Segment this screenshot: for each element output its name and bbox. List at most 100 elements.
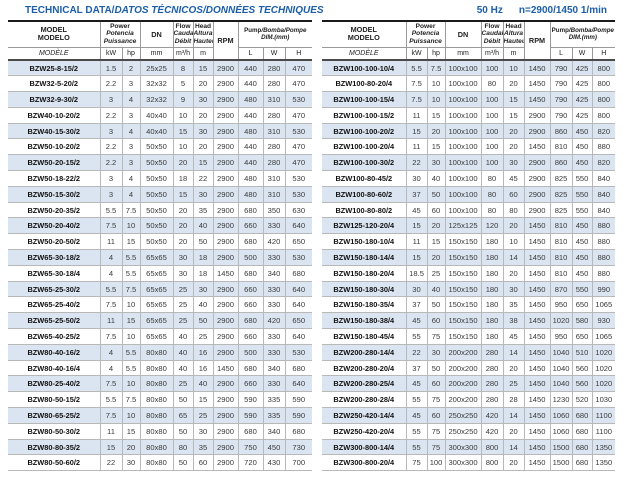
value-cell: 14 (502, 249, 525, 266)
col-header-dimensions: Pump/Bomba/Pompe DIM.(mm) (549, 20, 616, 48)
value-cell: 22 (405, 343, 428, 361)
value-cell: 30 (192, 422, 214, 440)
technical-data-table-left: MODEL MODELO Power Potencia Puissance DN… (8, 20, 313, 472)
unit-kw: kW (99, 46, 123, 61)
value-cell: 30 (172, 249, 194, 266)
value-cell: 15 (502, 106, 525, 124)
value-cell: 1040 (549, 375, 573, 393)
value-cell: 200x200 (444, 391, 482, 409)
value-cell: 180 (480, 312, 504, 330)
value-cell: 14 (502, 407, 525, 424)
frequency-speed-info: 50 Hz n=2900/1450 1/min (477, 5, 607, 16)
value-cell: 1500 (549, 454, 573, 472)
value-cell: 450 (571, 264, 593, 282)
value-cell: 15 (121, 233, 141, 251)
value-cell: 80x80 (139, 391, 174, 409)
value-cell: 825 (549, 185, 573, 203)
value-cell: 790 (549, 75, 573, 93)
value-cell: 40 (192, 375, 214, 393)
table-row: BZW150-180-20/4 18.5 25 150x150 180 20 1450 810… (322, 264, 616, 282)
value-cell: 660 (237, 296, 264, 314)
header-row-units: MODÈLE kW hp mm m³/h m L W H (322, 46, 616, 61)
value-cell: 310 (262, 170, 286, 187)
unit-length: L (549, 46, 573, 61)
value-cell: 65x65 (139, 264, 174, 282)
value-cell: 10 (502, 233, 525, 251)
value-cell: 5.5 (99, 201, 123, 219)
model-cell: BZW50-10-20/2 (8, 138, 101, 156)
model-cell: BZW100-100-10/4 (322, 59, 407, 77)
unit-m: m (192, 46, 214, 61)
value-cell: 30 (192, 122, 214, 140)
value-cell: 420 (480, 407, 504, 424)
model-label-es: MODELO (37, 33, 70, 43)
value-cell: 825 (549, 201, 573, 219)
table-row: BZW125-120-20/4 15 20 125x125 120 20 1450 810 45… (322, 217, 616, 235)
value-cell: 470 (284, 59, 313, 77)
model-cell: BZW100-100-20/2 (322, 122, 407, 140)
head-label-en: Head (505, 22, 522, 30)
head-label-fr: Hauteur (193, 38, 212, 46)
value-cell: 1020 (591, 343, 616, 361)
value-cell: 20 (502, 75, 525, 93)
value-cell: 15 (121, 312, 141, 330)
model-cell: BZW50-18-22/2 (8, 170, 101, 187)
value-cell: 310 (262, 91, 286, 108)
value-cell: 40 (192, 217, 214, 235)
dim-label-line2: DIM.(mm) (568, 34, 597, 42)
value-cell: 45 (405, 201, 428, 219)
unit-width: W (262, 46, 286, 61)
value-cell: 335 (262, 391, 286, 409)
value-cell: 150x150 (444, 280, 482, 298)
value-cell: 37 (405, 296, 428, 314)
value-cell: 640 (284, 280, 313, 298)
value-cell: 20 (172, 233, 194, 251)
value-cell: 75 (426, 328, 446, 345)
model-cell: BZW50-20-35/2 (8, 201, 101, 219)
header-row-top: MODEL MODELO Power Potencia Puissance DN… (322, 20, 616, 61)
value-cell: 2900 (212, 407, 239, 424)
value-cell: 50 (172, 422, 194, 440)
value-cell: 50 (172, 454, 194, 472)
model-cell: BZW80-50-60/2 (8, 454, 101, 472)
value-cell: 280 (480, 359, 504, 377)
value-cell: 1450 (523, 407, 551, 424)
value-cell: 20 (426, 122, 446, 140)
value-cell: 1030 (591, 391, 616, 409)
value-cell: 20 (172, 217, 194, 235)
table-row: BZW65-25-40/2 7.5 10 65x65 25 40 2900 660 330 640 (8, 296, 313, 314)
value-cell: 1450 (523, 59, 551, 77)
value-cell: 1450 (523, 454, 551, 472)
value-cell: 5.5 (99, 391, 123, 409)
value-cell: 1100 (591, 422, 616, 440)
value-cell: 15 (192, 154, 214, 172)
value-cell: 60 (426, 407, 446, 424)
value-cell: 5.5 (121, 359, 141, 377)
value-cell: 420 (262, 312, 286, 330)
value-cell: 40 (426, 280, 446, 298)
value-cell: 5.5 (121, 343, 141, 361)
value-cell: 1060 (549, 407, 573, 424)
col-header-model: MODEL MODELO (8, 20, 101, 48)
value-cell: 40 (426, 170, 446, 187)
value-cell: 7.5 (426, 59, 446, 77)
value-cell: 3 (121, 75, 141, 93)
value-cell: 11 (99, 422, 123, 440)
value-cell: 15 (502, 91, 525, 108)
table-row: BZW50-18-22/2 3 4 50x50 18 22 2900 480 310 530 (8, 170, 313, 187)
value-cell: 450 (571, 138, 593, 156)
model-cell: BZW150-180-45/4 (322, 328, 407, 345)
value-cell: 7.5 (99, 375, 123, 393)
model-cell: BZW50-20-15/2 (8, 154, 101, 172)
value-cell: 930 (591, 312, 616, 330)
value-cell: 11 (405, 233, 428, 251)
value-cell: 280 (262, 154, 286, 172)
table-row: BZW100-100-15/2 11 15 100x100 100 15 2900 790 42… (322, 106, 616, 124)
value-cell: 30 (502, 154, 525, 172)
value-cell: 15 (99, 438, 123, 456)
value-cell: 200x200 (444, 343, 482, 361)
value-cell: 750 (237, 438, 264, 456)
model-cell: BZW100-100-20/4 (322, 138, 407, 156)
value-cell: 50 (192, 312, 214, 330)
value-cell: 530 (284, 122, 313, 140)
